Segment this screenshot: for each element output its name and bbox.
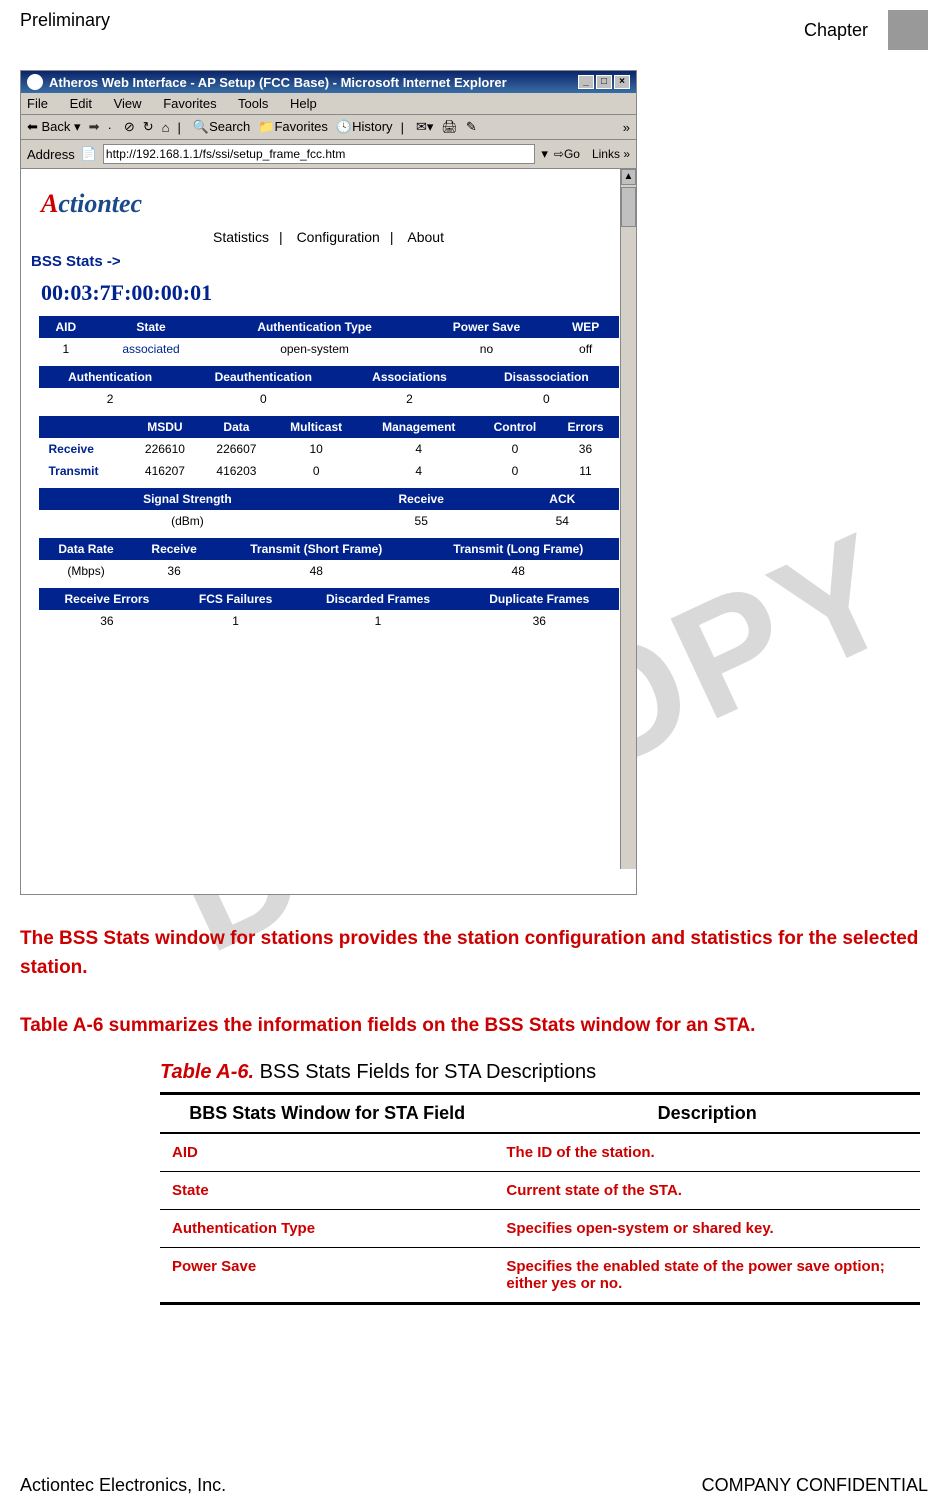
menu-help[interactable]: Help bbox=[290, 96, 317, 111]
mail-button[interactable]: ✉▾ bbox=[416, 119, 433, 135]
footer-left: Actiontec Electronics, Inc. bbox=[20, 1475, 226, 1496]
stop-button[interactable]: ⊘ bbox=[124, 119, 135, 135]
toolbar-chevron[interactable]: » bbox=[623, 120, 630, 135]
mac-address: 00:03:7F:00:00:01 bbox=[21, 270, 636, 316]
menu-favorites[interactable]: Favorites bbox=[163, 96, 216, 111]
scroll-up[interactable]: ▲ bbox=[621, 169, 636, 185]
address-label: Address bbox=[27, 147, 75, 162]
stats-table-1: AIDStateAuthentication TypePower SaveWEP… bbox=[39, 316, 619, 360]
chapter-number-box bbox=[888, 10, 928, 50]
edit-button[interactable]: ✎ bbox=[466, 119, 477, 135]
window-titlebar: Atheros Web Interface - AP Setup (FCC Ba… bbox=[21, 71, 636, 93]
minimize-button[interactable]: _ bbox=[578, 75, 594, 89]
scrollbar[interactable]: ▲ bbox=[620, 169, 636, 869]
footer-right: COMPANY CONFIDENTIAL bbox=[702, 1475, 928, 1496]
desc-th-description: Description bbox=[494, 1093, 920, 1133]
ie-icon bbox=[27, 74, 43, 90]
table-row: StateCurrent state of the STA. bbox=[160, 1171, 920, 1209]
paragraph-1: The BSS Stats window for stations provid… bbox=[20, 925, 928, 982]
refresh-button[interactable]: ↻ bbox=[143, 119, 154, 135]
favorites-button[interactable]: 📁Favorites bbox=[258, 119, 328, 135]
stats-table-5: Data RateReceiveTransmit (Short Frame)Tr… bbox=[39, 538, 619, 582]
menubar: File Edit View Favorites Tools Help bbox=[21, 93, 636, 115]
description-table: BBS Stats Window for STA Field Descripti… bbox=[160, 1092, 920, 1305]
tab-configuration[interactable]: Configuration bbox=[297, 229, 380, 245]
home-button[interactable]: ⌂ bbox=[162, 120, 170, 135]
page-footer: Actiontec Electronics, Inc. COMPANY CONF… bbox=[20, 1475, 928, 1496]
tab-about[interactable]: About bbox=[407, 229, 444, 245]
address-bar: Address 📄 ▾ ⇨Go Links » bbox=[21, 140, 636, 169]
back-button[interactable]: ⬅ Back ▾ bbox=[27, 119, 81, 135]
menu-tools[interactable]: Tools bbox=[238, 96, 268, 111]
toolbar: ⬅ Back ▾ ➡ · ⊘ ↻ ⌂ | 🔍Search 📁Favorites … bbox=[21, 115, 636, 140]
page-header: Preliminary Chapter bbox=[20, 10, 928, 50]
menu-view[interactable]: View bbox=[114, 96, 142, 111]
address-dropdown[interactable]: ▾ bbox=[541, 146, 548, 162]
close-button[interactable]: × bbox=[614, 75, 630, 89]
links-button[interactable]: Links » bbox=[592, 147, 630, 161]
stats-table-4: Signal StrengthReceiveACK (dBm)5554 bbox=[39, 488, 619, 532]
menu-file[interactable]: File bbox=[27, 96, 48, 111]
print-button[interactable]: 🖨 bbox=[441, 119, 458, 135]
go-button[interactable]: ⇨Go bbox=[554, 147, 580, 161]
page-body: ▲ AActiontecctiontec Statistics| Configu… bbox=[21, 169, 636, 869]
table-row: Authentication TypeSpecifies open-system… bbox=[160, 1209, 920, 1247]
table-caption-text: BSS Stats Fields for STA Descriptions bbox=[260, 1061, 596, 1083]
desc-th-field: BBS Stats Window for STA Field bbox=[160, 1093, 494, 1133]
address-input[interactable] bbox=[103, 144, 535, 164]
browser-window: Atheros Web Interface - AP Setup (FCC Ba… bbox=[20, 70, 637, 895]
table-row: AIDThe ID of the station. bbox=[160, 1133, 920, 1172]
bss-stats-label: BSS Stats -> bbox=[21, 253, 636, 270]
header-right: Chapter bbox=[804, 20, 868, 41]
table-label: Table A-6. bbox=[160, 1061, 254, 1083]
stats-table-3: MSDUDataMulticastManagementControlErrors… bbox=[39, 416, 619, 482]
history-button[interactable]: 🕓History bbox=[336, 119, 393, 135]
search-button[interactable]: 🔍Search bbox=[193, 119, 250, 135]
table-caption: Table A-6. BSS Stats Fields for STA Desc… bbox=[160, 1061, 928, 1084]
tab-nav: Statistics| Configuration| About bbox=[21, 229, 636, 245]
window-title: Atheros Web Interface - AP Setup (FCC Ba… bbox=[49, 75, 507, 90]
page-icon: 📄 bbox=[81, 146, 97, 162]
stats-table-6: Receive ErrorsFCS FailuresDiscarded Fram… bbox=[39, 588, 619, 632]
tab-statistics[interactable]: Statistics bbox=[213, 229, 269, 245]
maximize-button[interactable]: □ bbox=[596, 75, 612, 89]
header-left: Preliminary bbox=[20, 10, 110, 50]
menu-edit[interactable]: Edit bbox=[70, 96, 92, 111]
forward-button[interactable]: ➡ bbox=[89, 119, 100, 135]
table-row: Power SaveSpecifies the enabled state of… bbox=[160, 1247, 920, 1303]
actiontec-logo: AActiontecctiontec bbox=[41, 189, 142, 219]
stats-table-2: AuthenticationDeauthenticationAssociatio… bbox=[39, 366, 619, 410]
scroll-thumb[interactable] bbox=[621, 187, 636, 227]
paragraph-2: Table A-6 summarizes the information fie… bbox=[20, 1012, 928, 1041]
